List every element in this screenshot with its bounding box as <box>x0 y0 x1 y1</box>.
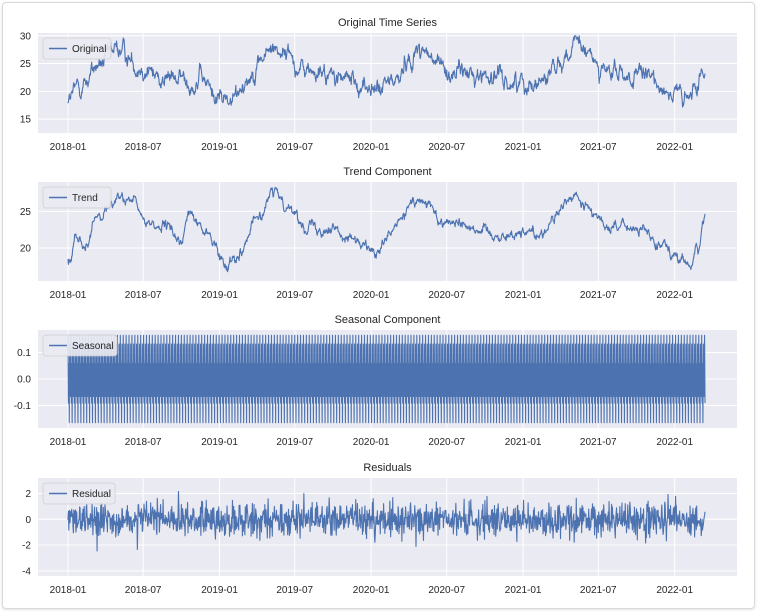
y-tick-label: 0.1 <box>17 348 31 359</box>
legend-box <box>42 334 118 357</box>
x-tick-label: 2020-07 <box>428 437 465 448</box>
x-tick-label: 2021-07 <box>580 142 617 153</box>
series-line <box>67 491 706 552</box>
y-tick-label: 20 <box>20 87 32 98</box>
x-tick-label: 2018-07 <box>125 290 162 301</box>
x-tick-label: 2021-01 <box>505 585 542 596</box>
y-tick-label: 20 <box>20 244 32 255</box>
x-tick-label: 2021-07 <box>580 290 617 301</box>
legend-label: Trend <box>72 193 98 204</box>
panel-title: Seasonal Component <box>335 314 441 326</box>
panel-title: Trend Component <box>343 166 431 178</box>
legend-box <box>42 186 112 209</box>
x-tick-label: 2018-07 <box>125 142 162 153</box>
x-tick-label: 2020-07 <box>428 290 465 301</box>
x-tick-label: 2021-07 <box>580 437 617 448</box>
x-tick-label: 2018-07 <box>125 437 162 448</box>
y-tick-label: 2 <box>25 489 31 500</box>
y-tick-label: 25 <box>20 59 32 70</box>
y-tick-label: -2 <box>22 541 31 552</box>
x-tick-label: 2020-01 <box>353 290 390 301</box>
x-tick-label: 2021-07 <box>580 585 617 596</box>
legend: Seasonal <box>42 334 118 357</box>
y-tick-label: 0 <box>25 515 31 526</box>
x-tick-label: 2022-01 <box>656 142 693 153</box>
x-tick-label: 2019-01 <box>201 290 238 301</box>
panel-3: Seasonal Component 2018-01 2018-07 2019-01 2… <box>14 314 737 448</box>
x-tick-label: 2020-07 <box>428 142 465 153</box>
series-line <box>67 334 706 424</box>
x-tick-label: 2022-01 <box>656 290 693 301</box>
x-tick-label: 2019-07 <box>276 585 313 596</box>
x-tick-label: 2021-01 <box>505 290 542 301</box>
panel-2: Trend Component 2018-01 2018-07 2019-01 2019… <box>20 166 737 301</box>
x-tick-label: 2018-01 <box>50 585 87 596</box>
x-tick-label: 2018-01 <box>50 437 87 448</box>
x-tick-label: 2019-07 <box>276 290 313 301</box>
legend-box <box>42 37 112 60</box>
series-line <box>67 187 706 273</box>
x-tick-label: 2021-01 <box>505 437 542 448</box>
y-tick-label: 15 <box>20 115 32 126</box>
y-tick-label: 0.0 <box>17 375 31 386</box>
plot-area <box>38 182 737 281</box>
legend-label: Residual <box>72 489 111 500</box>
plot-area <box>38 33 737 133</box>
x-tick-label: 2022-01 <box>656 437 693 448</box>
x-tick-label: 2019-01 <box>201 142 238 153</box>
legend-label: Seasonal <box>72 341 114 352</box>
x-tick-label: 2018-01 <box>50 290 87 301</box>
x-tick-label: 2020-01 <box>353 585 390 596</box>
x-tick-label: 2022-01 <box>656 585 693 596</box>
legend: Trend <box>42 186 112 209</box>
x-tick-label: 2018-07 <box>125 585 162 596</box>
x-tick-label: 2019-07 <box>276 437 313 448</box>
legend-label: Original <box>72 44 106 55</box>
panel-title: Residuals <box>363 462 412 474</box>
x-tick-label: 2021-01 <box>505 142 542 153</box>
y-tick-label: -0.1 <box>14 401 32 412</box>
legend-box <box>42 482 116 505</box>
legend: Residual <box>42 482 116 505</box>
x-tick-label: 2019-01 <box>201 585 238 596</box>
y-tick-label: 25 <box>20 207 32 218</box>
panel-1: Original Time Series 2018-01 2018-07 2019-0… <box>20 17 737 153</box>
x-tick-label: 2020-01 <box>353 142 390 153</box>
y-tick-label: 30 <box>20 31 32 42</box>
series-line <box>67 35 706 108</box>
panel-title: Original Time Series <box>338 17 438 29</box>
legend: Original <box>42 37 112 60</box>
y-tick-label: -4 <box>22 566 31 577</box>
x-tick-label: 2018-01 <box>50 142 87 153</box>
x-tick-label: 2020-01 <box>353 437 390 448</box>
x-tick-label: 2019-07 <box>276 142 313 153</box>
x-tick-label: 2019-01 <box>201 437 238 448</box>
x-tick-label: 2020-07 <box>428 585 465 596</box>
